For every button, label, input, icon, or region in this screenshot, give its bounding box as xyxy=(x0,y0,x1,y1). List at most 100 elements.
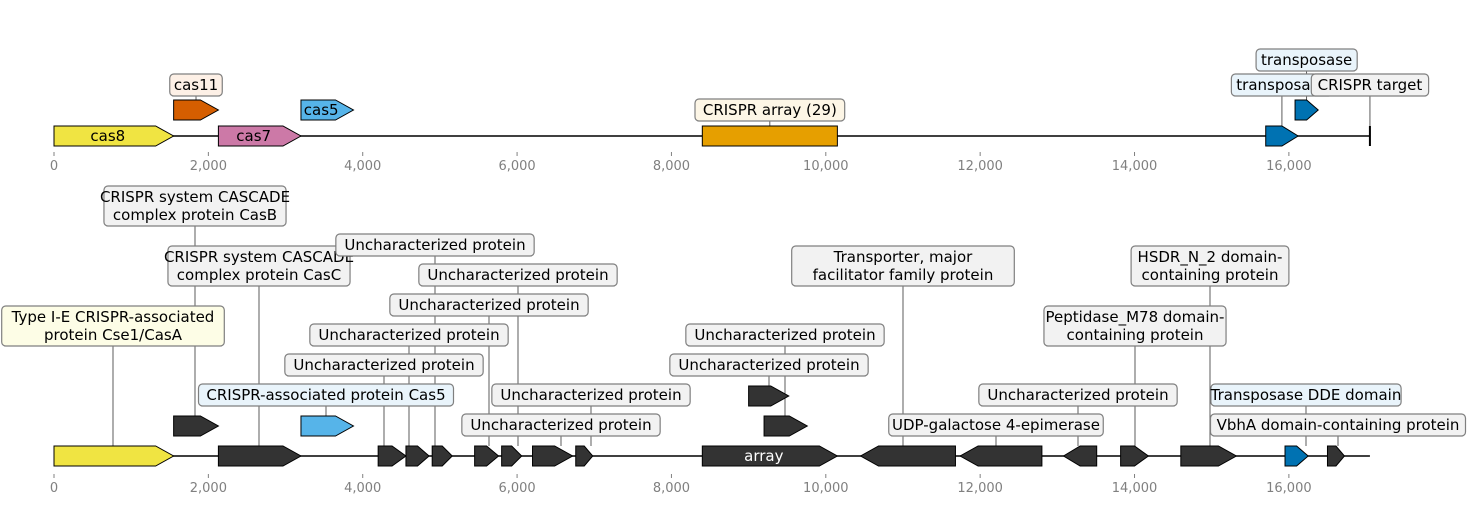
axis-tick-label: 14,000 xyxy=(1112,159,1158,174)
gene-arrow[interactable] xyxy=(1326,445,1346,467)
annotation-box xyxy=(1209,413,1467,437)
gene-arrow[interactable] xyxy=(763,415,809,437)
gene-arrow[interactable] xyxy=(1294,99,1319,121)
annotation-label: CRISPR-associated protein Cas5 xyxy=(206,386,445,404)
annotation-box xyxy=(888,413,1104,437)
annotation-box xyxy=(491,383,691,407)
annotation-label: Transporter, major facilitator family pro… xyxy=(813,248,994,284)
annotation-box xyxy=(685,323,885,347)
axis-tick-label: 4,000 xyxy=(344,481,381,496)
annotation-label: Uncharacterized protein xyxy=(398,296,579,314)
axis-tick-label: 12,000 xyxy=(957,159,1003,174)
annotation-box xyxy=(284,353,484,377)
bottom-track: 0 2,000 4,000 6,000 8,000 10,000 12,000 14,000 1… xyxy=(1,185,1467,496)
axis-tick-label: 8,000 xyxy=(653,481,690,496)
top-track: 0 2,000 4,000 6,000 8,000 10,000 12,000 14,000 1… xyxy=(50,48,1430,174)
axis-tick-label: 4,000 xyxy=(344,159,381,174)
annotation-box xyxy=(103,185,287,227)
annotation-box xyxy=(197,383,455,407)
features: cas8 cas7 cas5 xyxy=(53,99,1371,147)
labels: cas11 CRISPR array (29) transposase transpo… xyxy=(169,48,1430,122)
gene-arrow[interactable] xyxy=(53,125,175,147)
annotation-box xyxy=(309,323,509,347)
annotation-label: transposase xyxy=(1261,51,1352,69)
axis-tick-label: 10,000 xyxy=(803,159,849,174)
annotation-box xyxy=(1310,73,1430,97)
annotation-label: Uncharacterized protein xyxy=(987,386,1168,404)
gene-arrow[interactable] xyxy=(1120,445,1150,467)
annotation-box xyxy=(1043,305,1227,347)
gene-arrow[interactable] xyxy=(405,445,430,467)
annotation-box xyxy=(418,263,618,287)
gene-arrow[interactable] xyxy=(501,445,523,467)
gene-arrow[interactable] xyxy=(300,415,355,437)
annotation-box xyxy=(169,73,223,97)
gene-arrow[interactable] xyxy=(1265,125,1300,147)
axis-tick-label: 16,000 xyxy=(1266,159,1312,174)
features: array xyxy=(53,385,1346,467)
annotation-box xyxy=(1210,383,1402,407)
annotation-label: Uncharacterized protein xyxy=(678,356,859,374)
axis-tick-label: 6,000 xyxy=(498,159,535,174)
axis-tick-label: 2,000 xyxy=(190,159,227,174)
annotation-label: CRISPR target xyxy=(1318,76,1423,94)
annotation-label: Uncharacterized protein xyxy=(470,416,651,434)
gene-arrow[interactable] xyxy=(1284,445,1309,467)
annotation-label: cas11 xyxy=(174,76,218,94)
labels: Type I-E CRISPR-associated protein Cse1/C… xyxy=(1,185,1467,437)
axis-tick-label: 14,000 xyxy=(1112,481,1158,496)
gene-arrow[interactable] xyxy=(1180,445,1238,467)
gene-arrow[interactable] xyxy=(701,445,839,467)
gene-arrow[interactable] xyxy=(532,445,574,467)
annotation-box xyxy=(461,413,661,437)
gene-inner-label: cas7 xyxy=(236,127,271,145)
gene-arrow[interactable] xyxy=(701,125,838,147)
axis-tick-label: 10,000 xyxy=(803,481,849,496)
annotation-label: UDP-galactose 4-epimerase xyxy=(892,416,1100,434)
annotation-box xyxy=(167,245,351,287)
annotation-label: CRISPR system CASCADE complex protein Cas… xyxy=(100,188,290,224)
gene-arrow[interactable] xyxy=(474,445,500,467)
annotation-box xyxy=(389,293,589,317)
axis-tick-label: 2,000 xyxy=(190,481,227,496)
annotation-box xyxy=(1130,245,1290,287)
gene-arrow[interactable] xyxy=(173,99,220,121)
gene-arrow[interactable] xyxy=(1062,445,1098,467)
annotation-box xyxy=(335,233,535,257)
axis-tick-label: 8,000 xyxy=(653,159,690,174)
gene-arrow[interactable] xyxy=(859,445,956,467)
gene-inner-label: cas5 xyxy=(304,101,339,119)
annotation-label: HSDR_N_2 domain-containing protein xyxy=(1138,248,1283,284)
gene-arrow[interactable] xyxy=(217,445,303,467)
annotation-label: Uncharacterized protein xyxy=(344,236,525,254)
gene-arrow[interactable] xyxy=(173,415,220,437)
annotation-label: Uncharacterized protein xyxy=(293,356,474,374)
annotation-box xyxy=(1255,48,1358,72)
annotation-label: Peptidase_M78 domain-containing protein xyxy=(1046,308,1225,344)
annotation-label: Type I-E CRISPR-associated protein Cse1/C… xyxy=(11,308,215,344)
gene-inner-label: cas8 xyxy=(90,127,125,145)
annotation-box xyxy=(694,98,846,122)
annotation-label: Transposase DDE domain xyxy=(1210,386,1402,404)
axis-tick-label: 12,000 xyxy=(957,481,1003,496)
annotation-label: VbhA domain-containing protein xyxy=(1217,416,1460,434)
annotation-box xyxy=(791,245,1015,287)
gene-arrow[interactable] xyxy=(377,445,407,467)
axis-tick-label: 0 xyxy=(50,481,58,496)
annotation-label: Uncharacterized protein xyxy=(318,326,499,344)
annotation-box xyxy=(669,353,869,377)
gene-arrow[interactable] xyxy=(748,385,790,407)
gene-arrow[interactable] xyxy=(53,445,175,467)
gene-inner-label: array xyxy=(744,447,783,465)
annotation-label: Uncharacterized protein xyxy=(427,266,608,284)
axis-tick-label: 6,000 xyxy=(498,481,535,496)
gene-arrow[interactable] xyxy=(300,99,355,121)
gene-arrow[interactable] xyxy=(575,445,594,467)
annotation-box xyxy=(978,383,1178,407)
gene-arrow[interactable] xyxy=(959,445,1043,467)
gene-arrow[interactable] xyxy=(431,445,453,467)
gene-arrow[interactable] xyxy=(217,125,303,147)
axis-tick-label: 16,000 xyxy=(1266,481,1312,496)
annotation-label: CRISPR system CASCADE complex protein Cas… xyxy=(164,248,354,284)
